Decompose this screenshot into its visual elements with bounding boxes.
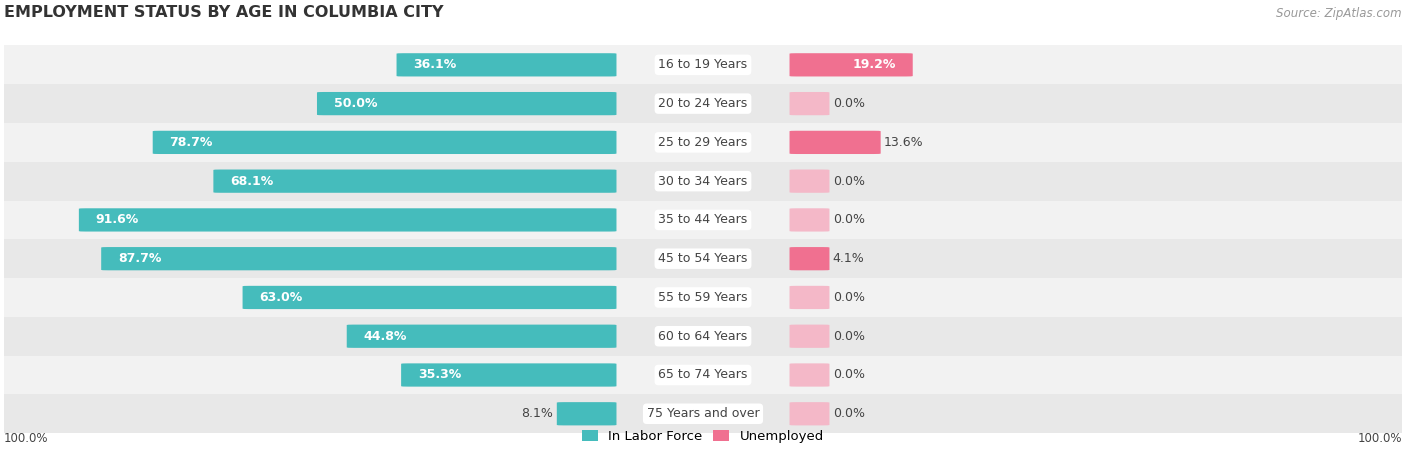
Text: 60 to 64 Years: 60 to 64 Years (658, 330, 748, 343)
Text: 0.0%: 0.0% (832, 291, 865, 304)
FancyBboxPatch shape (790, 286, 830, 309)
Text: 16 to 19 Years: 16 to 19 Years (658, 58, 748, 72)
Text: 75 Years and over: 75 Years and over (647, 407, 759, 420)
Text: 20 to 24 Years: 20 to 24 Years (658, 97, 748, 110)
FancyBboxPatch shape (790, 363, 830, 387)
FancyBboxPatch shape (790, 92, 830, 115)
Text: 4.1%: 4.1% (832, 252, 865, 265)
FancyBboxPatch shape (214, 170, 616, 193)
FancyBboxPatch shape (4, 394, 1402, 433)
FancyBboxPatch shape (790, 53, 912, 76)
Text: 0.0%: 0.0% (832, 213, 865, 226)
FancyBboxPatch shape (243, 286, 616, 309)
FancyBboxPatch shape (4, 239, 1402, 278)
Text: 45 to 54 Years: 45 to 54 Years (658, 252, 748, 265)
Text: 100.0%: 100.0% (1357, 432, 1402, 446)
Text: 8.1%: 8.1% (522, 407, 554, 420)
Text: 100.0%: 100.0% (4, 432, 49, 446)
Text: 65 to 74 Years: 65 to 74 Years (658, 369, 748, 382)
FancyBboxPatch shape (557, 402, 616, 425)
FancyBboxPatch shape (790, 324, 830, 348)
FancyBboxPatch shape (4, 278, 1402, 317)
Text: 35.3%: 35.3% (418, 369, 461, 382)
FancyBboxPatch shape (790, 208, 830, 232)
FancyBboxPatch shape (79, 208, 616, 232)
FancyBboxPatch shape (316, 92, 616, 115)
Text: 0.0%: 0.0% (832, 175, 865, 188)
Text: 63.0%: 63.0% (259, 291, 302, 304)
FancyBboxPatch shape (4, 84, 1402, 123)
Text: 87.7%: 87.7% (118, 252, 162, 265)
FancyBboxPatch shape (347, 324, 616, 348)
FancyBboxPatch shape (401, 363, 616, 387)
Text: 13.6%: 13.6% (884, 136, 924, 149)
FancyBboxPatch shape (790, 131, 880, 154)
Text: Source: ZipAtlas.com: Source: ZipAtlas.com (1277, 7, 1402, 20)
Legend: In Labor Force, Unemployed: In Labor Force, Unemployed (582, 430, 824, 443)
Text: 78.7%: 78.7% (169, 136, 212, 149)
Text: 0.0%: 0.0% (832, 369, 865, 382)
FancyBboxPatch shape (4, 162, 1402, 201)
Text: 0.0%: 0.0% (832, 330, 865, 343)
FancyBboxPatch shape (4, 201, 1402, 239)
FancyBboxPatch shape (153, 131, 616, 154)
Text: 44.8%: 44.8% (363, 330, 406, 343)
FancyBboxPatch shape (4, 123, 1402, 162)
Text: 35 to 44 Years: 35 to 44 Years (658, 213, 748, 226)
FancyBboxPatch shape (4, 317, 1402, 356)
FancyBboxPatch shape (790, 402, 830, 425)
FancyBboxPatch shape (4, 45, 1402, 84)
Text: 55 to 59 Years: 55 to 59 Years (658, 291, 748, 304)
Text: 0.0%: 0.0% (832, 407, 865, 420)
Text: 68.1%: 68.1% (231, 175, 273, 188)
Text: 0.0%: 0.0% (832, 97, 865, 110)
Text: 50.0%: 50.0% (333, 97, 377, 110)
Text: 30 to 34 Years: 30 to 34 Years (658, 175, 748, 188)
Text: 36.1%: 36.1% (413, 58, 457, 72)
FancyBboxPatch shape (790, 247, 830, 270)
Text: 91.6%: 91.6% (96, 213, 139, 226)
Text: 19.2%: 19.2% (852, 58, 896, 72)
FancyBboxPatch shape (396, 53, 616, 76)
Text: EMPLOYMENT STATUS BY AGE IN COLUMBIA CITY: EMPLOYMENT STATUS BY AGE IN COLUMBIA CIT… (4, 5, 444, 20)
FancyBboxPatch shape (4, 356, 1402, 394)
Text: 25 to 29 Years: 25 to 29 Years (658, 136, 748, 149)
FancyBboxPatch shape (101, 247, 616, 270)
FancyBboxPatch shape (790, 170, 830, 193)
